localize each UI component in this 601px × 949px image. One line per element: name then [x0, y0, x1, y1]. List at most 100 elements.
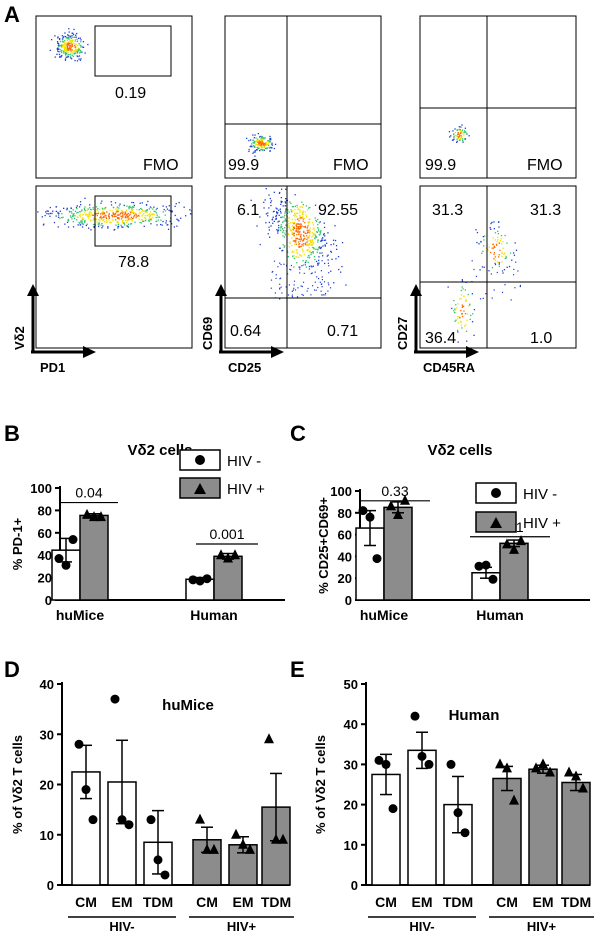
facs-dot	[85, 214, 87, 216]
facs-dot	[297, 237, 299, 240]
facs-dot	[278, 224, 280, 227]
facs-dot	[260, 142, 262, 145]
facs-dot	[143, 213, 145, 215]
facs-dot	[319, 247, 321, 249]
facs-dot	[148, 220, 150, 223]
facs-dot	[261, 143, 263, 145]
facs-dot	[293, 221, 295, 224]
facs-dot	[501, 255, 503, 257]
data-point	[88, 815, 98, 825]
facs-dot	[459, 129, 461, 131]
facs-dot	[279, 208, 281, 210]
facs-dot	[285, 188, 287, 190]
facs-dot	[43, 223, 45, 225]
facs-dot	[330, 251, 332, 253]
facs-dot	[64, 35, 67, 38]
facs-dot	[67, 44, 70, 46]
facs-dot	[489, 227, 491, 229]
facs-dot	[131, 220, 133, 222]
facs-dot	[465, 330, 468, 332]
facs-dot	[311, 239, 313, 241]
facs-dot	[280, 200, 282, 202]
facs-dot	[96, 221, 98, 223]
facs-dot	[299, 266, 301, 268]
facs-dot	[260, 139, 263, 141]
facs-dot	[270, 201, 272, 204]
facs-dot	[160, 223, 162, 226]
facs-dot	[279, 210, 282, 212]
facs-dot	[269, 150, 271, 152]
facs-dot	[512, 252, 515, 254]
y-tick-label: 50	[344, 677, 358, 692]
facs-dot	[475, 275, 477, 277]
facs-dot	[312, 242, 314, 244]
facs-dot	[298, 246, 301, 248]
facs-dot	[488, 270, 490, 272]
facs-dot	[140, 222, 142, 224]
facs-dot	[316, 231, 318, 234]
facs-dot	[67, 218, 69, 221]
facs-dot	[335, 258, 337, 260]
facs-dot	[295, 256, 297, 258]
facs-dot	[166, 208, 169, 210]
facs-dot	[308, 235, 310, 238]
facs-dot	[128, 219, 130, 221]
facs-dot	[287, 226, 289, 228]
facs-dot	[267, 144, 270, 146]
facs-dot	[462, 139, 464, 142]
facs-dot	[315, 220, 318, 223]
facs-dot	[251, 143, 253, 145]
facs-dot	[72, 55, 74, 58]
facs-dot	[57, 44, 60, 46]
facs-dot	[297, 225, 299, 228]
facs-dot	[325, 292, 327, 295]
facs-dot	[307, 261, 309, 263]
facs-dot	[59, 56, 61, 58]
facs-dot	[456, 307, 458, 309]
facs-dot	[81, 219, 83, 221]
facs-dot	[117, 221, 119, 224]
facs-dot	[280, 263, 282, 266]
quadrant-ul-value-5: 6.1	[237, 202, 259, 219]
facs-dot	[318, 247, 320, 249]
facs-dot	[69, 211, 71, 213]
facs-dot	[116, 217, 119, 219]
facs-dot	[252, 152, 254, 154]
category-label: TDM	[443, 894, 473, 910]
facs-dot	[129, 206, 131, 209]
facs-dot	[144, 215, 146, 217]
facs-dot	[276, 212, 278, 214]
facs-dot	[310, 242, 312, 244]
facs-dot	[137, 215, 139, 217]
facs-dot	[273, 210, 275, 212]
facs-dot	[303, 217, 305, 220]
facs-dot	[304, 243, 306, 245]
facs-dot	[95, 213, 97, 215]
data-point	[202, 843, 212, 854]
facs-dot	[126, 214, 128, 216]
facs-dot	[302, 218, 305, 220]
facs-dot	[83, 207, 86, 210]
facs-dot	[320, 230, 322, 232]
data-point	[74, 739, 84, 749]
facs-dot	[99, 216, 101, 219]
facs-dot	[263, 207, 265, 209]
data-point	[245, 843, 255, 854]
facs-dot	[500, 235, 503, 237]
facs-dot	[125, 210, 128, 212]
facs-dot	[84, 206, 86, 208]
panel-letter-e: E	[290, 657, 305, 682]
facs-dot	[320, 283, 322, 285]
facs-dot	[309, 250, 311, 252]
facs-dot	[126, 213, 129, 215]
facs-dot	[280, 203, 282, 205]
facs-dot	[514, 242, 516, 244]
facs-dot	[73, 42, 75, 44]
facs-dot	[457, 137, 459, 140]
facs-dot	[456, 141, 458, 143]
facs-dot	[67, 38, 69, 40]
facs-dot	[287, 220, 289, 222]
facs-dot	[133, 206, 135, 208]
facs-dot	[500, 240, 502, 242]
